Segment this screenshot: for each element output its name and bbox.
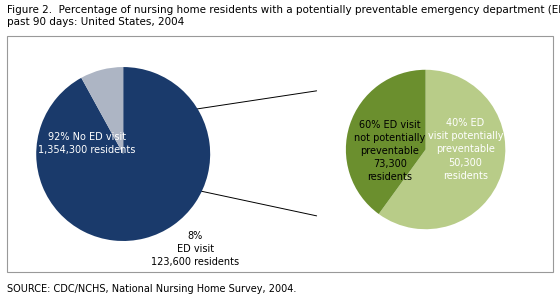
Text: 8%
ED visit
123,600 residents: 8% ED visit 123,600 residents [151,231,239,267]
Text: past 90 days: United States, 2004: past 90 days: United States, 2004 [7,17,184,27]
Text: SOURCE: CDC/NCHS, National Nursing Home Survey, 2004.: SOURCE: CDC/NCHS, National Nursing Home … [7,284,296,294]
Text: 40% ED
visit potentially
preventable
50,300
residents: 40% ED visit potentially preventable 50,… [428,118,503,181]
Text: 92% No ED visit
1,354,300 residents: 92% No ED visit 1,354,300 residents [38,132,136,155]
Text: Figure 2.  Percentage of nursing home residents with a potentially preventable e: Figure 2. Percentage of nursing home res… [7,5,560,14]
Text: 60% ED visit
not potentially
preventable
73,300
residents: 60% ED visit not potentially preventable… [354,120,426,182]
Wedge shape [81,67,123,154]
Wedge shape [36,67,210,241]
Wedge shape [379,70,505,229]
Wedge shape [346,70,426,214]
